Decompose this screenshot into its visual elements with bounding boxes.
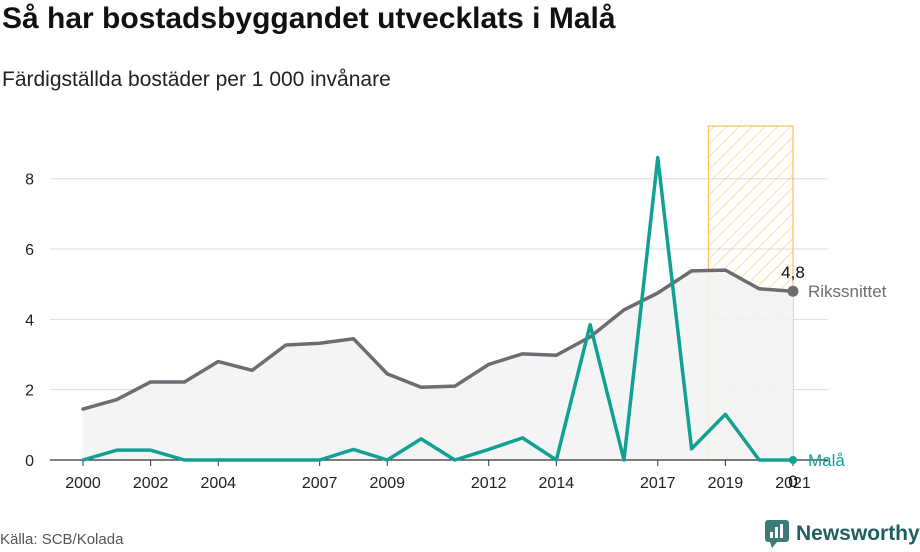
chart-subtitle: Färdigställda bostäder per 1 000 invånar… — [2, 68, 391, 91]
chart-title: Så har bostadsbyggandet utvecklats i Mal… — [2, 2, 616, 35]
x-tick-label: 2012 — [471, 475, 507, 492]
mala-series-label: Malå — [808, 451, 845, 470]
x-tick-label: 2004 — [200, 475, 236, 492]
rikssnittet-area — [83, 270, 793, 460]
x-tick-label: 2000 — [65, 475, 101, 492]
x-tick-label: 2021 — [775, 475, 811, 492]
newsworthy-logo-icon — [765, 520, 789, 548]
rikssnittet-end-value: 4,8 — [781, 263, 805, 282]
y-tick-label: 6 — [25, 242, 34, 259]
x-tick-label: 2014 — [539, 475, 575, 492]
x-tick-label: 2017 — [640, 475, 676, 492]
y-tick-label: 8 — [25, 172, 34, 189]
y-tick-label: 2 — [25, 383, 34, 400]
brand-name: Newsworthy — [796, 522, 920, 545]
y-tick-label: 4 — [25, 312, 34, 329]
mala-line — [81, 155, 795, 462]
x-tick-label: 2009 — [369, 475, 405, 492]
x-tick-label: 2002 — [133, 475, 169, 492]
mala-end-point — [789, 456, 797, 464]
x-tick-label: 2007 — [302, 475, 338, 492]
mala-end-value: 0 — [788, 472, 797, 491]
brand-logo[interactable]: Newsworthy — [764, 518, 920, 550]
rikssnittet-series-label: Rikssnittet — [808, 282, 887, 301]
y-tick-label: 0 — [25, 453, 34, 470]
rikssnittet-end-point — [787, 285, 799, 297]
x-tick-label: 2019 — [708, 475, 744, 492]
rikssnittet-line — [81, 268, 795, 411]
source-note: Källa: SCB/Kolada — [0, 531, 124, 548]
